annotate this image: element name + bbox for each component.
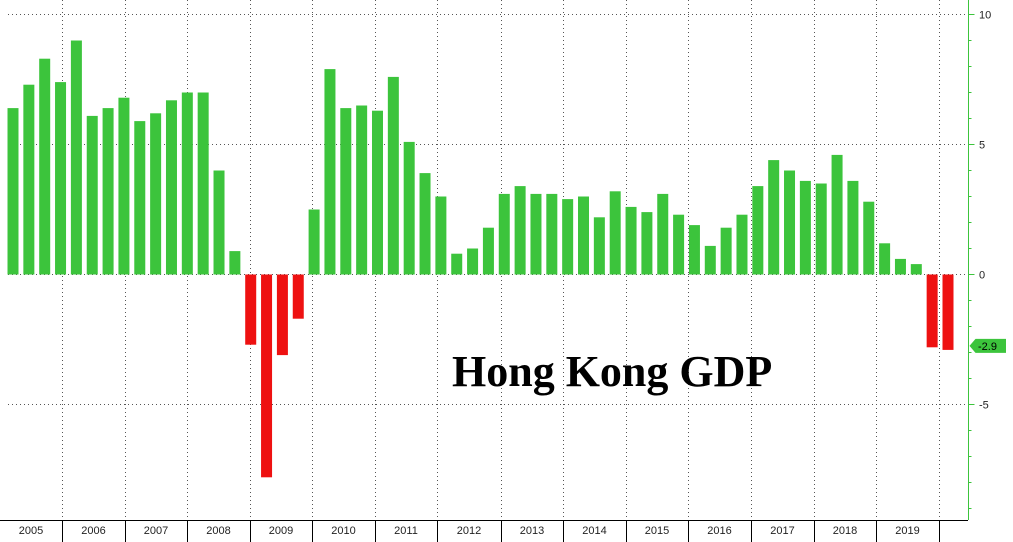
chart-title: Hong Kong GDP bbox=[452, 347, 772, 396]
last-value-label: -2.9 bbox=[978, 341, 997, 353]
bar-36 bbox=[578, 196, 590, 275]
bar-19 bbox=[308, 209, 320, 275]
y-axis: 10 5 0 -5 -2.9 bbox=[968, 0, 1006, 520]
bar-30 bbox=[482, 227, 494, 275]
last-value-marker bbox=[969, 338, 1006, 353]
x-tick-label-2014: 2014 bbox=[582, 525, 606, 537]
bar-12 bbox=[197, 92, 209, 275]
bar-40 bbox=[641, 212, 653, 275]
bar-44 bbox=[704, 245, 716, 275]
bar-10 bbox=[165, 100, 177, 275]
bar-31 bbox=[498, 193, 510, 275]
x-tick-label-2016: 2016 bbox=[707, 525, 731, 537]
bar-22 bbox=[356, 105, 368, 275]
bar-53 bbox=[847, 180, 859, 275]
bar-15 bbox=[245, 274, 257, 345]
bar-45 bbox=[720, 227, 732, 275]
bar-33 bbox=[530, 193, 542, 275]
bar-9 bbox=[150, 113, 162, 275]
bar-4 bbox=[70, 40, 82, 275]
bar-43 bbox=[688, 225, 700, 275]
x-axis: 2005 2006 2007 2008 2009 2010 2011 2012 2013 2014… bbox=[0, 520, 968, 542]
bar-39 bbox=[625, 206, 637, 275]
bar-26 bbox=[419, 173, 431, 275]
bar-1 bbox=[23, 84, 35, 275]
bar-3 bbox=[55, 82, 67, 275]
x-tick-label-2017: 2017 bbox=[770, 525, 794, 537]
bar-23 bbox=[371, 110, 383, 275]
bar-21 bbox=[340, 108, 352, 275]
x-tick-label-2011: 2011 bbox=[394, 525, 418, 537]
y-tick-label-1: 5 bbox=[979, 140, 985, 152]
bar-6 bbox=[102, 108, 114, 275]
bar-41 bbox=[657, 193, 669, 275]
x-tick-label-2006: 2006 bbox=[81, 525, 105, 537]
y-tick-label-2: 0 bbox=[979, 270, 985, 282]
x-tick-label-2018: 2018 bbox=[833, 525, 857, 537]
y-tick-label-3: -5 bbox=[979, 400, 989, 412]
bar-24 bbox=[387, 76, 399, 275]
bar-0 bbox=[7, 108, 19, 275]
bar-5 bbox=[86, 115, 98, 275]
bar-25 bbox=[403, 141, 415, 275]
bar-35 bbox=[562, 199, 574, 275]
bar-58 bbox=[926, 274, 938, 348]
bar-52 bbox=[831, 154, 843, 275]
bar-20 bbox=[324, 69, 336, 275]
bar-59 bbox=[942, 274, 954, 350]
bar-18 bbox=[292, 274, 304, 319]
bar-17 bbox=[276, 274, 288, 356]
bar-54 bbox=[863, 201, 875, 275]
bar-11 bbox=[181, 92, 193, 275]
bar-51 bbox=[815, 183, 827, 275]
bar-7 bbox=[118, 97, 130, 275]
bar-55 bbox=[879, 243, 891, 275]
bar-8 bbox=[134, 121, 146, 275]
x-tick-label-2008: 2008 bbox=[206, 525, 230, 537]
x-tick-label-2015: 2015 bbox=[645, 525, 669, 537]
bar-13 bbox=[213, 170, 225, 275]
bar-47 bbox=[752, 186, 764, 275]
bar-50 bbox=[799, 180, 811, 275]
bar-2 bbox=[39, 58, 51, 275]
bar-49 bbox=[784, 170, 796, 275]
x-tick-label-2012: 2012 bbox=[457, 525, 481, 537]
bar-38 bbox=[609, 191, 621, 275]
bar-29 bbox=[467, 248, 479, 275]
x-tick-label-2009: 2009 bbox=[269, 525, 293, 537]
x-tick-label-2013: 2013 bbox=[520, 525, 544, 537]
bar-56 bbox=[894, 258, 906, 275]
x-tick-label-2007: 2007 bbox=[144, 525, 168, 537]
bar-series bbox=[7, 40, 954, 478]
bar-42 bbox=[673, 214, 685, 275]
bar-46 bbox=[736, 214, 748, 275]
bar-16 bbox=[261, 274, 273, 478]
x-tick-label-2010: 2010 bbox=[331, 525, 355, 537]
bar-48 bbox=[768, 160, 780, 275]
bar-27 bbox=[435, 196, 447, 275]
bar-34 bbox=[546, 193, 558, 275]
y-tick-label-0: 10 bbox=[979, 10, 991, 22]
bar-28 bbox=[451, 253, 463, 275]
bar-32 bbox=[514, 186, 526, 275]
x-tick-label-2019: 2019 bbox=[895, 525, 919, 537]
bar-37 bbox=[593, 217, 605, 275]
x-tick-label-2005: 2005 bbox=[19, 525, 43, 537]
bar-14 bbox=[229, 251, 241, 275]
bar-57 bbox=[910, 264, 922, 275]
